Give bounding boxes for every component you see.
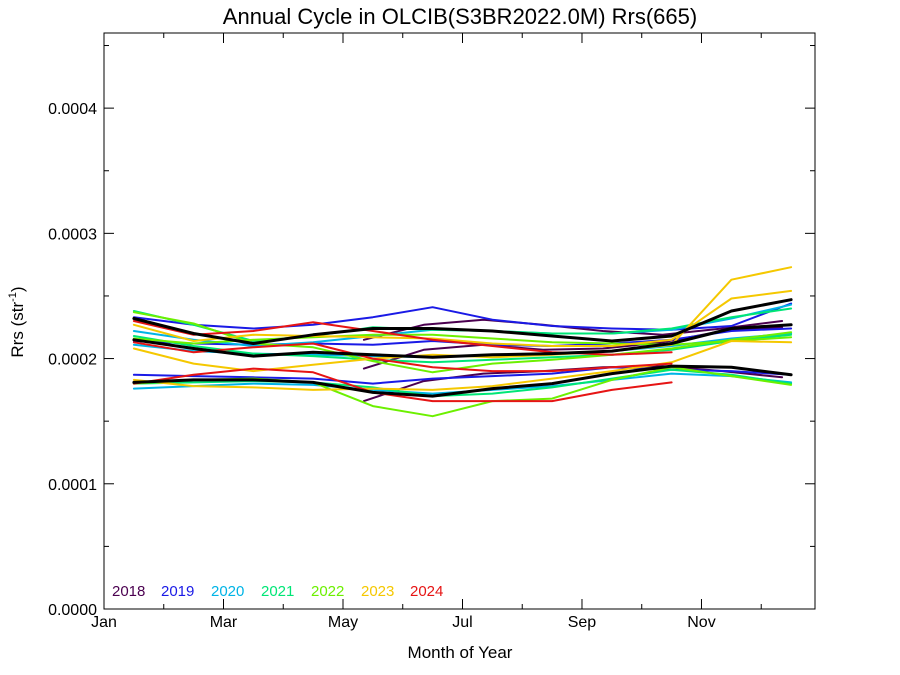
x-tick-label: Jan — [91, 614, 117, 631]
legend-label-2018: 2018 — [112, 583, 145, 600]
series-line-24 — [132, 364, 793, 398]
series-layer — [132, 266, 793, 418]
y-axis-label: Rrs (str-1) — [7, 286, 27, 357]
legend-label-2020: 2020 — [211, 583, 244, 600]
y-tick-label: 0.0000 — [48, 602, 97, 619]
series-line-21 — [132, 341, 673, 373]
series-line-23 — [132, 323, 793, 359]
y-axis-label-close: ) — [8, 286, 27, 292]
x-tick-label: May — [328, 614, 358, 631]
legend-label-2019: 2019 — [161, 583, 194, 600]
y-axis-label-superscript: -1 — [7, 292, 19, 302]
x-axis-label: Month of Year — [408, 643, 513, 662]
x-tick-label: Jul — [452, 614, 472, 631]
y-axis: 0.0000 0.0001 0.0002 0.0003 0.0004 — [48, 45, 815, 619]
y-tick-label: 0.0004 — [48, 101, 97, 118]
legend-label-2023: 2023 — [361, 583, 394, 600]
chart-title: Annual Cycle in OLCIB(S3BR2022.0M) Rrs(6… — [223, 4, 697, 29]
legend: 2018 2019 2020 2021 2022 2023 2024 — [112, 583, 443, 600]
y-tick-label: 0.0003 — [48, 226, 97, 243]
legend-label-2021: 2021 — [261, 583, 294, 600]
x-tick-label: Mar — [210, 614, 238, 631]
series-line-20 — [132, 367, 673, 403]
series-line-22 — [132, 298, 793, 345]
y-axis-label-text: Rrs (str — [8, 302, 27, 358]
series-line-3 — [362, 318, 784, 341]
x-tick-label: Sep — [568, 614, 597, 631]
series-line-18 — [132, 340, 793, 391]
y-tick-label: 0.0002 — [48, 352, 97, 369]
plot-frame — [103, 32, 816, 610]
x-tick-label: Nov — [687, 614, 715, 631]
series-line-11 — [132, 333, 793, 364]
x-axis: Jan Mar May Jul Sep Nov — [91, 33, 762, 631]
legend-label-2024: 2024 — [410, 583, 443, 600]
legend-label-2022: 2022 — [311, 583, 344, 600]
y-tick-label: 0.0001 — [48, 477, 97, 494]
series-line-4 — [132, 302, 793, 331]
